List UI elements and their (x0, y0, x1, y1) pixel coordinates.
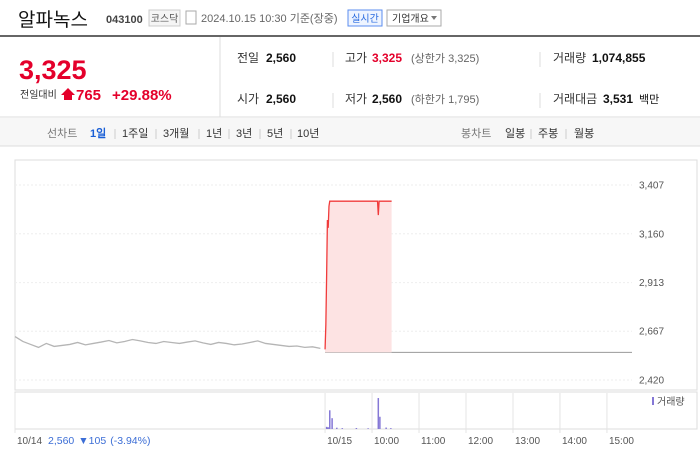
volume-bar (327, 427, 329, 429)
tab-group-label: 선차트 (47, 127, 77, 140)
trade-value-unit: 백만 (639, 93, 659, 106)
y-tick-label: 2,913 (639, 278, 664, 289)
company-button[interactable] (386, 9, 442, 27)
realtime-label[interactable]: 실시간 (351, 13, 379, 25)
x-tick-label: 11:00 (421, 436, 446, 447)
y-tick-label: 3,407 (639, 181, 664, 192)
dropdown-icon (431, 16, 437, 20)
note-lower-limit: (하한가 1,795) (411, 92, 479, 106)
tab-group-label: 봉차트 (461, 127, 491, 140)
change-label: 전일대비 (20, 89, 57, 101)
price-line (14, 335, 321, 350)
market-label: 코스닥 (151, 13, 179, 25)
area (325, 201, 392, 353)
value-open: 2,560 (266, 92, 296, 106)
x-tick-label: 10:00 (374, 436, 399, 447)
legend-swatch (652, 397, 654, 405)
volume-bar (326, 427, 329, 429)
value-low: 2,560 (372, 92, 402, 106)
x-tick-label: 15:00 (609, 436, 634, 447)
stock-code: 043100 (106, 14, 143, 26)
volume-bar (329, 410, 331, 429)
x-tick-label: 10/15 (327, 436, 352, 447)
volume-bar (377, 398, 380, 429)
x-tick-label: 13:00 (515, 436, 540, 447)
volume-bar (336, 427, 338, 429)
x-tick-label: 12:00 (468, 436, 493, 447)
volume-bar (367, 428, 369, 429)
y-tick-label: 3,160 (639, 229, 664, 240)
label-open: 시가 (237, 92, 259, 106)
current-price: 3,325 (19, 55, 87, 85)
label-trade-value: 거래대금 (553, 92, 597, 106)
volume-bar (331, 418, 333, 429)
volume-bar (385, 427, 387, 429)
value-prev-close: 2,560 (266, 51, 296, 65)
tab[interactable]: 1주일 (122, 126, 148, 140)
label-prev-close: 전일 (237, 51, 259, 65)
volume-bar (341, 428, 344, 429)
prev-price: 2,560 (48, 435, 74, 447)
plot: 2,420 2,667 2,913 3,160 3,407 10/14 10/15 10:00… (14, 181, 685, 447)
change-amount: 765 (76, 87, 101, 104)
legend-label: 거래량 (657, 396, 685, 408)
prev-day-quote: 2,560 ▼105 (-3.94%) (48, 435, 150, 447)
change-rate: +29.88% (112, 87, 172, 104)
price-pane (14, 159, 698, 391)
calendar-icon (185, 10, 197, 25)
market-badge (148, 9, 181, 27)
tab[interactable]: 5년 (267, 127, 283, 140)
tab[interactable]: 일봉 (505, 126, 525, 140)
volume-bar (379, 416, 381, 429)
y-tick-label: 2,667 (639, 327, 664, 338)
prev-rate: (-3.94%) (110, 435, 150, 447)
note-upper-limit: (상한가 3,325) (411, 52, 479, 65)
tab[interactable]: 1년 (206, 127, 222, 140)
tab[interactable]: 3개월 (163, 127, 189, 140)
tab[interactable]: 주봉 (538, 127, 558, 140)
tab[interactable]: 3년 (236, 127, 252, 140)
label-high: 고가 (345, 51, 367, 65)
tab-bar (0, 118, 700, 146)
realtime-button[interactable] (347, 9, 383, 27)
volume-bar (390, 428, 392, 429)
tab[interactable]: 10년 (297, 127, 319, 140)
value-volume: 1,074,855 (592, 51, 646, 65)
x-tick-label: 10/14 (17, 436, 42, 447)
tab[interactable]: 1일 (90, 126, 106, 140)
y-tick-label: 2,420 (639, 376, 664, 387)
value-high: 3,325 (372, 51, 402, 65)
volume-bar (355, 427, 358, 429)
company-label[interactable]: 기업개요 (392, 12, 429, 25)
tab[interactable]: 월봉 (574, 127, 594, 140)
label-low: 저가 (345, 92, 367, 106)
volume-bar (325, 426, 328, 429)
x-tick-label: 14:00 (562, 436, 587, 447)
label-volume: 거래량 (553, 51, 586, 65)
stock-name: 알파녹스 (18, 9, 88, 31)
prev-change: ▼105 (78, 435, 106, 447)
up-arrow-icon (61, 88, 75, 100)
value-trade-value: 3,531 (603, 92, 633, 106)
price-line (324, 200, 392, 350)
base-time: 2024.10.15 10:30 기준(장중) (201, 12, 338, 25)
volume-pane (14, 391, 698, 430)
